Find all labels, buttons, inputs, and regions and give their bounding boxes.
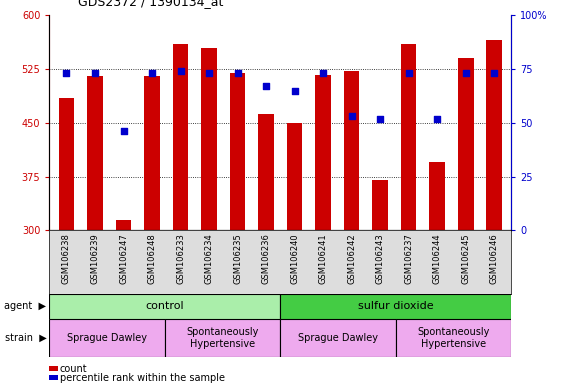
Bar [229, 73, 245, 230]
Text: control: control [146, 301, 184, 311]
Text: GSM106238: GSM106238 [62, 233, 71, 285]
Bar [401, 44, 417, 230]
Text: Sprague Dawley: Sprague Dawley [298, 333, 378, 343]
Point [490, 70, 499, 76]
Text: strain  ▶: strain ▶ [5, 333, 46, 343]
Point [91, 70, 100, 76]
Bar [486, 40, 502, 230]
Bar [315, 75, 331, 230]
Text: GSM106243: GSM106243 [376, 233, 385, 284]
Bar [372, 180, 388, 230]
Bar [458, 58, 474, 230]
Point [261, 83, 271, 89]
Text: count: count [60, 364, 88, 374]
Text: agent  ▶: agent ▶ [5, 301, 46, 311]
Text: sulfur dioxide: sulfur dioxide [358, 301, 433, 311]
Text: GSM106233: GSM106233 [176, 233, 185, 285]
Bar [49, 319, 165, 357]
Bar [287, 123, 303, 230]
Text: GSM106239: GSM106239 [91, 233, 99, 284]
Text: Spontaneously
Hypertensive: Spontaneously Hypertensive [187, 327, 259, 349]
Bar [258, 114, 274, 230]
Text: GSM106242: GSM106242 [347, 233, 356, 284]
Bar [173, 44, 188, 230]
Bar [116, 220, 131, 230]
Bar [201, 48, 217, 230]
Text: GSM106237: GSM106237 [404, 233, 413, 285]
Point [233, 70, 242, 76]
Text: GSM106245: GSM106245 [461, 233, 470, 284]
Text: GDS2372 / 1390134_at: GDS2372 / 1390134_at [78, 0, 224, 8]
Text: GSM106248: GSM106248 [148, 233, 156, 284]
Bar [59, 98, 74, 230]
Text: GSM106240: GSM106240 [290, 233, 299, 284]
Text: GSM106236: GSM106236 [261, 233, 271, 285]
Point [119, 128, 128, 134]
Point [347, 113, 356, 119]
Bar [49, 294, 281, 319]
Bar [144, 76, 160, 230]
Text: GSM106241: GSM106241 [318, 233, 328, 284]
Point [62, 70, 71, 76]
Bar [87, 76, 103, 230]
Point [432, 116, 442, 122]
Point [205, 70, 214, 76]
Text: Sprague Dawley: Sprague Dawley [67, 333, 147, 343]
Bar [344, 71, 360, 230]
Bar [281, 319, 396, 357]
Point [318, 70, 328, 76]
Text: GSM106247: GSM106247 [119, 233, 128, 284]
Point [404, 70, 413, 76]
Bar [396, 319, 511, 357]
Text: GSM106244: GSM106244 [433, 233, 442, 284]
Bar [429, 162, 445, 230]
Point [290, 88, 299, 94]
Bar [165, 319, 281, 357]
Text: Spontaneously
Hypertensive: Spontaneously Hypertensive [417, 327, 490, 349]
Text: GSM106234: GSM106234 [205, 233, 214, 284]
Point [176, 68, 185, 74]
Text: percentile rank within the sample: percentile rank within the sample [60, 373, 225, 383]
Bar [281, 294, 511, 319]
Point [375, 116, 385, 122]
Point [148, 70, 157, 76]
Point [461, 70, 470, 76]
Text: GSM106235: GSM106235 [233, 233, 242, 284]
Text: GSM106246: GSM106246 [490, 233, 498, 284]
